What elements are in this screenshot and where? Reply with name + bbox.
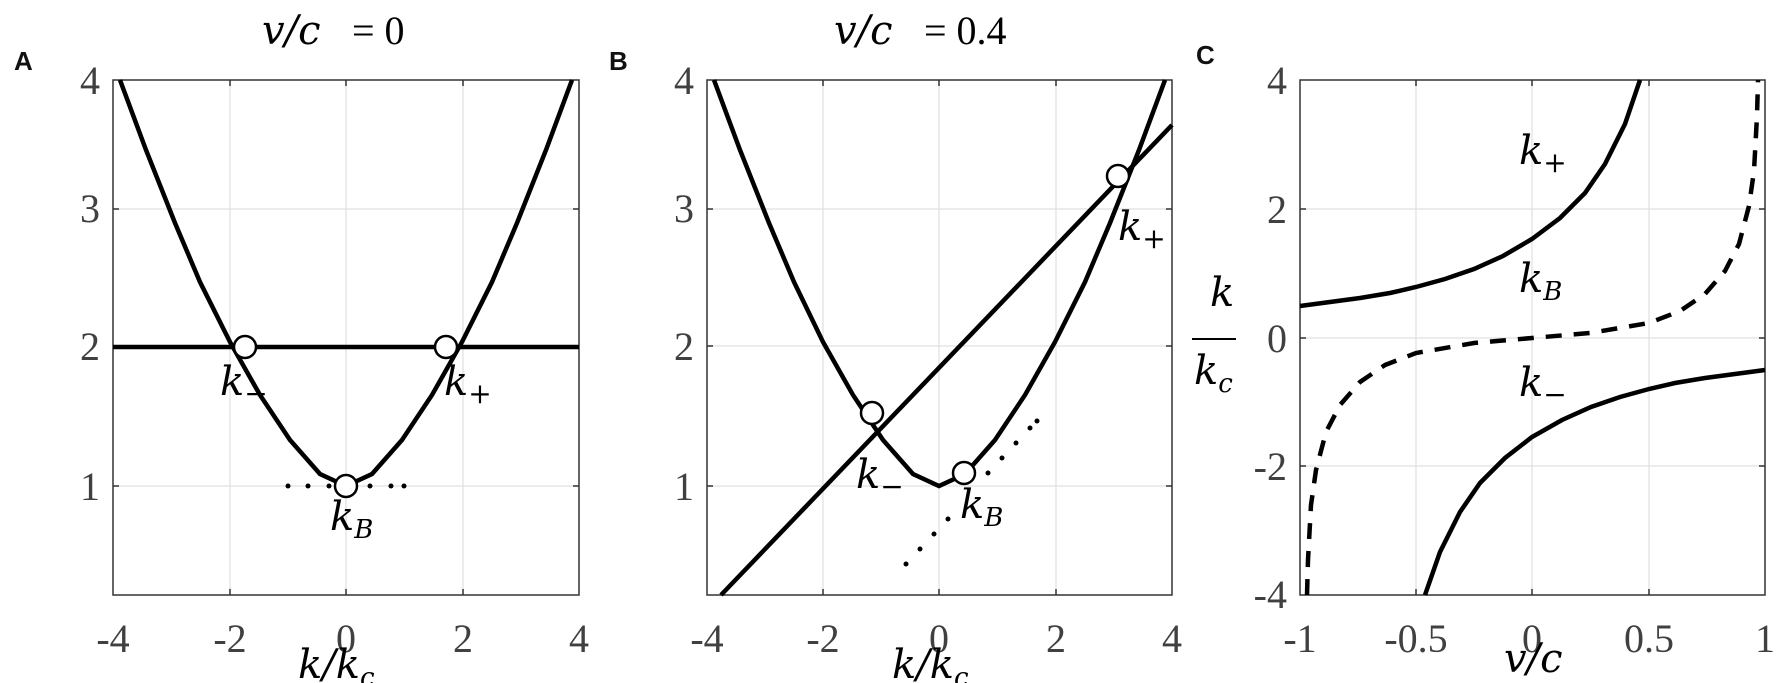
- svg-text:1: 1: [1755, 616, 1775, 661]
- point-kplus-a: [433, 334, 459, 360]
- svg-text:2: 2: [1267, 187, 1287, 232]
- point-kminus-b: [859, 400, 885, 426]
- panel-letter-b: B: [609, 46, 628, 76]
- grid-b: [707, 80, 1172, 595]
- point-kB-a: [333, 473, 359, 499]
- panel-b-title-rhs: = 0.4: [924, 8, 1007, 53]
- svg-text:4: 4: [569, 616, 589, 661]
- xlabel-b: k/kc: [892, 642, 969, 683]
- label-kplus-a: k+: [444, 359, 492, 410]
- y-tick-labels-c: 4 2 0 -2 -4: [1254, 58, 1287, 617]
- tangent-dots-b: [903, 418, 1040, 567]
- label-kplus-c: k+: [1519, 128, 1567, 179]
- panel-a-title-rhs: = 0: [352, 8, 405, 53]
- svg-text:0: 0: [1522, 616, 1542, 661]
- panel-c: C k+ kB k− -1 -0.5 0 0.5 1 4 2 0 -2 -4 v/c k kc: [1192, 40, 1775, 682]
- svg-text:0: 0: [929, 616, 949, 661]
- point-kminus-a: [232, 334, 258, 360]
- svg-text:-2: -2: [806, 616, 839, 661]
- svg-text:4: 4: [1162, 616, 1182, 661]
- label-kminus-c: k−: [1519, 360, 1567, 411]
- line-v04-b: [719, 123, 1174, 597]
- label-kminus-a: k−: [220, 359, 268, 410]
- curve-kminus-c: [1422, 367, 1766, 596]
- svg-text:-4: -4: [690, 616, 723, 661]
- x-tick-labels-b: -4 -2 0 2 4: [690, 616, 1182, 661]
- curve-kplus-c: [1299, 79, 1643, 309]
- svg-text:1: 1: [674, 464, 694, 509]
- svg-text:4: 4: [1267, 58, 1287, 103]
- svg-text:k: k: [1210, 270, 1234, 316]
- panel-b-title-lhs: v/c: [834, 8, 892, 54]
- svg-text:4: 4: [674, 58, 694, 103]
- label-kplus-b: k+: [1118, 204, 1166, 255]
- svg-text:2: 2: [80, 324, 100, 369]
- panel-letter-a: A: [14, 46, 33, 76]
- svg-text:0: 0: [1267, 316, 1287, 361]
- svg-text:kc: kc: [1194, 348, 1233, 399]
- svg-text:-2: -2: [213, 616, 246, 661]
- svg-text:0.5: 0.5: [1624, 616, 1674, 661]
- y-tick-labels-b: 1 2 3 4: [674, 58, 694, 509]
- ylabel-c: k kc: [1192, 270, 1236, 399]
- svg-text:3: 3: [80, 186, 100, 231]
- label-kminus-b: k−: [856, 452, 904, 503]
- panel-b: B v/c = 0.4 k− k+ kB -4 -2 0 2 4 1: [609, 8, 1182, 683]
- point-kB-b: [951, 460, 977, 486]
- panel-a: A v/c = 0 k− k+ kB -4 -2 0 2 4: [14, 8, 589, 683]
- svg-text:-0.5: -0.5: [1384, 616, 1447, 661]
- svg-text:2: 2: [1046, 616, 1066, 661]
- x-tick-labels-c: -1 -0.5 0 0.5 1: [1283, 616, 1775, 661]
- panel-a-title-lhs: v/c: [262, 8, 320, 54]
- svg-text:-2: -2: [1254, 444, 1287, 489]
- label-kB-b: kB: [960, 482, 1003, 533]
- svg-text:0: 0: [336, 616, 356, 661]
- point-kplus-b: [1105, 163, 1131, 189]
- panel-letter-c: C: [1196, 40, 1215, 70]
- svg-text:3: 3: [674, 186, 694, 231]
- label-kB-a: kB: [330, 494, 373, 545]
- x-tick-labels-a: -4 -2 0 2 4: [96, 616, 589, 661]
- svg-text:4: 4: [80, 58, 100, 103]
- curve-kB-c: [1304, 79, 1761, 596]
- svg-text:-4: -4: [1254, 572, 1287, 617]
- svg-text:2: 2: [453, 616, 473, 661]
- tangent-dots-a: [285, 483, 407, 489]
- xlabel-a: k/kc: [298, 642, 375, 683]
- dispersion-curve-b: [711, 79, 1168, 489]
- svg-text:-1: -1: [1283, 616, 1316, 661]
- label-kB-c: kB: [1519, 256, 1562, 307]
- svg-text:-4: -4: [96, 616, 129, 661]
- xlabel-c: v/c: [1504, 636, 1562, 682]
- svg-text:1: 1: [80, 464, 100, 509]
- y-tick-labels-a: 1 2 3 4: [80, 58, 100, 509]
- svg-text:2: 2: [674, 324, 694, 369]
